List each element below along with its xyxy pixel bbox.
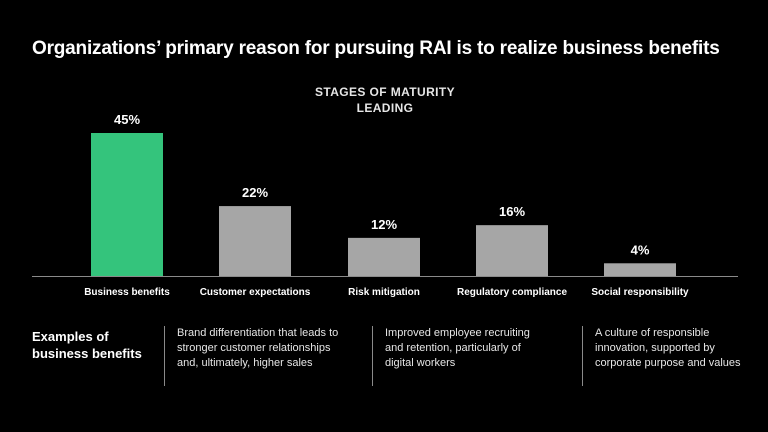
bar-value-label: 22% — [242, 185, 268, 200]
category-label: Social responsibility — [591, 287, 689, 298]
chart-title: Organizations’ primary reason for pursui… — [32, 38, 720, 59]
chart-subtitle-stage: STAGES OF MATURITY — [314, 85, 456, 99]
bar-business-benefits — [91, 133, 163, 276]
bar-value-label: 12% — [371, 217, 397, 232]
category-label: Risk mitigation — [348, 287, 420, 298]
bar-value-label: 45% — [114, 112, 140, 127]
bar-chart: 45% Business benefits 22% Customer expectat… — [32, 112, 738, 298]
example-item: Improved employee recruiting and retenti… — [372, 326, 535, 386]
example-item: A culture of responsible innovation, sup… — [582, 326, 745, 386]
bar-social-responsibility — [604, 263, 676, 276]
bar-value-label: 16% — [499, 204, 525, 219]
bar-risk-mitigation — [348, 237, 420, 276]
chart-subtitle-level: LEADING — [356, 101, 414, 115]
bar-value-label: 4% — [631, 242, 650, 257]
category-label: Business benefits — [84, 287, 170, 298]
examples-heading: Examples of business benefits — [32, 329, 142, 361]
bar-customer-expectations — [219, 206, 291, 276]
category-label: Customer expectations — [200, 287, 311, 298]
category-label: Regulatory compliance — [457, 287, 567, 298]
example-item: Brand differentiation that leads to stro… — [164, 326, 347, 386]
bar-regulatory-compliance — [476, 225, 548, 276]
